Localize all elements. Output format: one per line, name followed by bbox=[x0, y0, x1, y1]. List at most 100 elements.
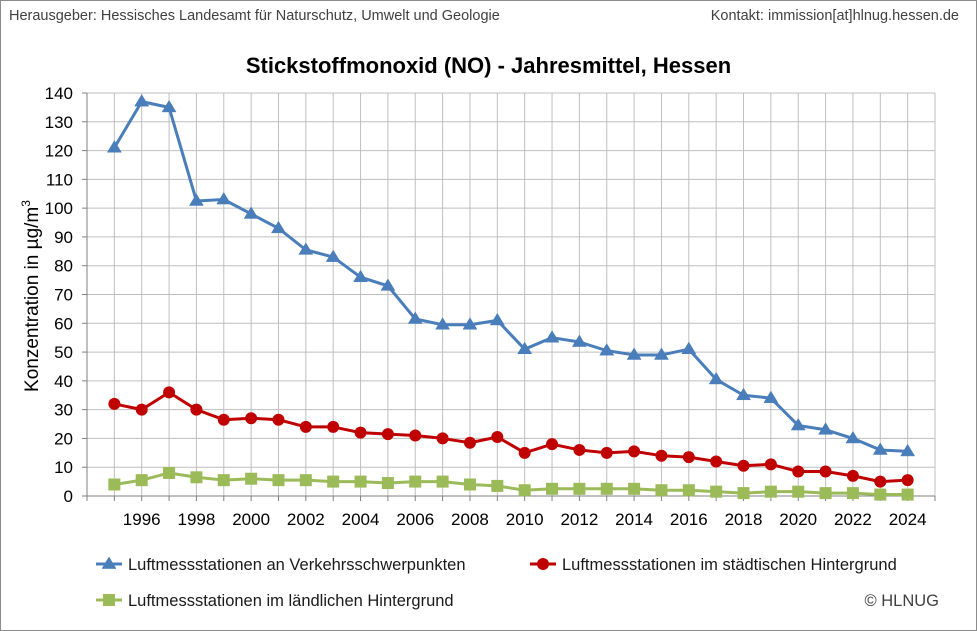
data-point-urban bbox=[299, 420, 312, 433]
data-point-rural bbox=[518, 484, 531, 497]
data-point-urban bbox=[655, 449, 668, 462]
data-point-traffic bbox=[736, 387, 751, 401]
data-point-rural bbox=[463, 478, 476, 491]
series-line-traffic bbox=[113, 100, 908, 453]
data-point-traffic bbox=[599, 343, 615, 356]
y-tick-label: 110 bbox=[46, 170, 73, 189]
data-point-rural bbox=[354, 475, 367, 488]
data-point-traffic bbox=[544, 330, 560, 343]
data-point-urban bbox=[764, 458, 777, 471]
data-point-rural bbox=[299, 474, 312, 487]
x-tick-label: 2020 bbox=[779, 510, 817, 529]
data-point-traffic bbox=[872, 442, 888, 455]
data-point-traffic bbox=[407, 311, 423, 324]
series-urban bbox=[108, 386, 914, 488]
series-rural bbox=[108, 466, 914, 501]
x-tick-label: 1998 bbox=[178, 510, 216, 529]
legend-swatch-marker bbox=[537, 558, 549, 570]
x-tick-label: 2002 bbox=[287, 510, 325, 529]
data-point-traffic bbox=[134, 94, 150, 107]
legend-swatch-marker bbox=[101, 556, 117, 569]
x-tick-label: 2014 bbox=[615, 510, 653, 529]
data-point-traffic bbox=[216, 192, 232, 205]
x-tick-label: 2022 bbox=[834, 510, 872, 529]
data-point-rural bbox=[217, 474, 230, 487]
data-point-traffic bbox=[763, 390, 779, 403]
x-tick-label: 2024 bbox=[889, 510, 927, 529]
data-point-rural bbox=[381, 477, 394, 490]
y-tick-label: 70 bbox=[54, 286, 73, 305]
series-line-urban bbox=[114, 390, 908, 484]
data-point-traffic bbox=[161, 99, 177, 113]
x-tick-label: 2018 bbox=[725, 510, 763, 529]
data-point-urban bbox=[819, 465, 832, 478]
y-axis-label-sup: 3 bbox=[19, 200, 33, 207]
series-line-rural bbox=[114, 471, 908, 497]
data-point-rural bbox=[272, 474, 285, 487]
data-point-traffic bbox=[626, 347, 642, 360]
y-tick-label: 80 bbox=[54, 257, 73, 276]
y-axis-label: Konzentration in µg/m3 bbox=[19, 200, 43, 392]
y-tick-label: 20 bbox=[54, 429, 73, 448]
data-point-rural bbox=[135, 474, 148, 487]
data-point-urban bbox=[409, 429, 422, 442]
data-point-traffic bbox=[243, 206, 259, 219]
data-point-urban bbox=[682, 451, 695, 464]
data-point-traffic bbox=[571, 334, 587, 347]
data-point-rural bbox=[491, 479, 504, 492]
y-tick-label: 120 bbox=[45, 142, 73, 161]
y-tick-label: 10 bbox=[54, 458, 73, 477]
y-tick-label: 130 bbox=[45, 113, 73, 132]
x-tick-label: 2008 bbox=[451, 510, 489, 529]
data-point-traffic bbox=[353, 269, 368, 283]
data-point-traffic bbox=[106, 140, 122, 153]
copyright-text: © HLNUG bbox=[864, 592, 940, 610]
data-point-traffic bbox=[845, 430, 861, 444]
data-point-urban bbox=[710, 455, 723, 468]
data-point-urban bbox=[381, 428, 394, 441]
data-point-traffic bbox=[325, 249, 341, 262]
data-point-urban bbox=[436, 432, 449, 445]
x-axis-ticks: 1996 1998 2000 2002 2004 2006 2008 2010 2012 2014… bbox=[86, 496, 936, 529]
data-point-urban bbox=[163, 386, 176, 399]
data-point-rural bbox=[764, 485, 777, 498]
data-point-urban bbox=[491, 430, 504, 443]
data-point-urban bbox=[463, 436, 476, 449]
data-point-traffic bbox=[298, 242, 314, 255]
data-point-rural bbox=[710, 485, 723, 498]
data-point-traffic bbox=[188, 193, 204, 206]
data-point-traffic bbox=[818, 422, 834, 435]
legend-item-traffic: Luftmessstationen an Verkehrsschwerpunkt… bbox=[96, 556, 466, 574]
data-point-traffic bbox=[489, 312, 505, 326]
y-tick-label: 30 bbox=[54, 401, 73, 420]
data-point-rural bbox=[245, 472, 258, 485]
contact-text: Kontakt: immission[at]hlnug.hessen.de bbox=[710, 8, 959, 24]
data-point-urban bbox=[245, 412, 258, 425]
data-point-traffic bbox=[681, 341, 697, 354]
data-point-urban bbox=[135, 403, 148, 416]
data-point-traffic bbox=[380, 278, 396, 291]
data-point-rural bbox=[874, 488, 887, 501]
data-point-urban bbox=[846, 469, 859, 482]
data-point-traffic bbox=[900, 443, 916, 457]
gridlines bbox=[87, 92, 936, 496]
data-point-rural bbox=[682, 484, 695, 497]
x-tick-label: 2016 bbox=[670, 510, 708, 529]
data-point-traffic bbox=[790, 417, 806, 431]
data-point-urban bbox=[792, 465, 805, 478]
legend: Luftmessstationen an Verkehrsschwerpunkt… bbox=[96, 556, 897, 610]
data-point-rural bbox=[409, 475, 422, 488]
series-traffic bbox=[106, 94, 916, 457]
data-point-urban bbox=[573, 443, 586, 456]
legend-label: Luftmessstationen im ländlichen Hintergr… bbox=[128, 592, 454, 610]
legend-label: Luftmessstationen im städtischen Hinterg… bbox=[562, 556, 897, 574]
data-point-urban bbox=[108, 397, 121, 410]
data-point-urban bbox=[874, 475, 887, 488]
data-point-rural bbox=[573, 482, 586, 495]
legend-item-urban: Luftmessstationen im städtischen Hinterg… bbox=[530, 556, 897, 574]
data-point-urban bbox=[272, 413, 285, 426]
y-axis-ticks: 0 10 20 30 40 50 60 70 80 90 100 110 120 130 140 bbox=[45, 84, 87, 506]
data-point-rural bbox=[546, 482, 559, 495]
data-point-urban bbox=[628, 445, 641, 458]
